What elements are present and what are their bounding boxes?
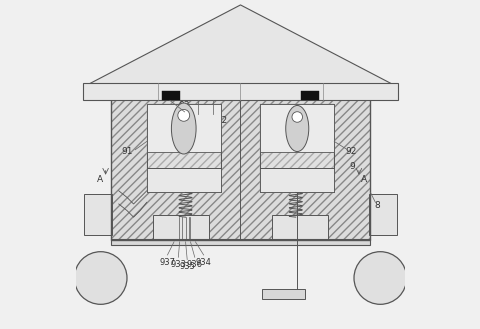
Bar: [146, 104, 220, 192]
Bar: [110, 239, 370, 245]
Text: 931: 931: [196, 116, 213, 125]
Bar: [260, 104, 334, 192]
Text: 933: 933: [170, 260, 186, 269]
Polygon shape: [89, 5, 391, 84]
Bar: [153, 215, 209, 240]
Bar: [301, 91, 319, 100]
Bar: [146, 168, 220, 192]
Text: 934: 934: [195, 258, 211, 266]
Text: 9: 9: [349, 162, 355, 171]
Circle shape: [74, 252, 127, 304]
Bar: [146, 104, 220, 192]
Text: 937: 937: [159, 258, 175, 266]
Bar: [110, 99, 370, 240]
Text: 93: 93: [178, 101, 189, 110]
Text: 91: 91: [121, 147, 132, 157]
Text: A: A: [360, 175, 366, 184]
Bar: [161, 91, 179, 100]
Ellipse shape: [285, 106, 308, 152]
Bar: [83, 83, 397, 100]
Bar: [260, 168, 334, 192]
Bar: [260, 104, 334, 153]
Ellipse shape: [171, 103, 196, 154]
Bar: [146, 104, 220, 192]
Text: 8: 8: [373, 201, 379, 210]
Bar: [271, 215, 327, 240]
Text: 935: 935: [179, 262, 195, 271]
Text: 92: 92: [344, 147, 356, 157]
Bar: [110, 99, 370, 240]
Text: 936: 936: [186, 260, 203, 269]
Circle shape: [291, 112, 302, 122]
Bar: [261, 289, 304, 299]
Bar: [260, 104, 334, 192]
Circle shape: [178, 110, 189, 121]
Bar: [84, 194, 112, 235]
Bar: [368, 194, 396, 235]
Bar: [146, 104, 220, 153]
Circle shape: [353, 252, 406, 304]
Bar: [260, 104, 334, 192]
Text: A: A: [96, 175, 103, 184]
Text: 932: 932: [210, 116, 227, 125]
